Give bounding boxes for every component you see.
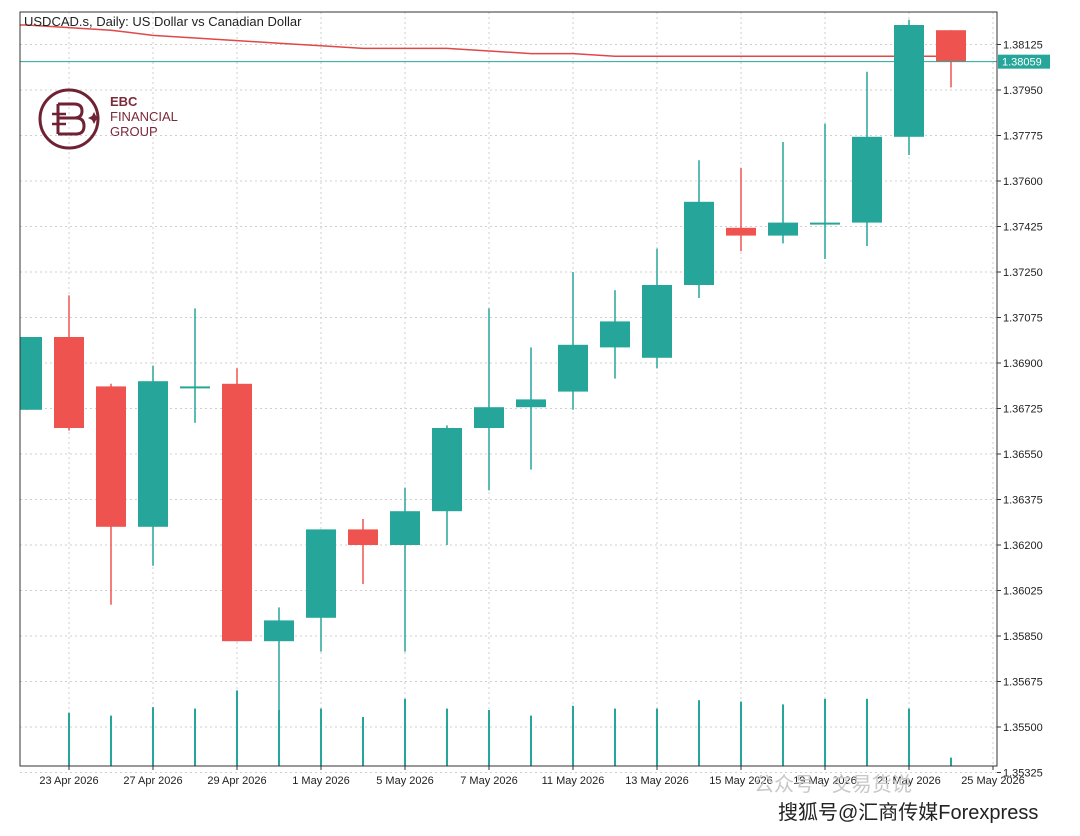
ebc-logo: EBC FINANCIAL GROUP (36, 86, 196, 152)
candle (474, 308, 504, 491)
candle-body (390, 511, 420, 545)
plot-frame (19, 11, 998, 767)
candle-body (684, 201, 714, 285)
candle-body (768, 222, 798, 236)
y-tick-label: 1.38125 (1003, 40, 1043, 52)
candle-body (894, 25, 924, 137)
price-line-layer: 1.38059 (20, 54, 1050, 69)
candle (726, 168, 756, 252)
candle-body (54, 337, 84, 428)
y-tick-label: 1.36200 (1003, 540, 1043, 552)
candle-body (306, 529, 336, 618)
candle (348, 519, 378, 584)
candle (306, 529, 336, 652)
candle-body (348, 529, 378, 545)
y-tick-label: 1.36025 (1003, 586, 1043, 598)
x-tick-label: 23 Apr 2026 (39, 775, 98, 787)
candle (180, 308, 210, 423)
logo-line-2: FINANCIAL (110, 109, 178, 124)
candle (54, 295, 84, 431)
candle (936, 30, 966, 88)
ebc-logo-icon (38, 88, 100, 150)
moving-average-layer (20, 24, 951, 57)
y-tick-label: 1.35850 (1003, 631, 1043, 643)
candle-body (264, 620, 294, 642)
y-tick-label: 1.36725 (1003, 404, 1043, 416)
candle (600, 290, 630, 379)
candle (264, 607, 294, 727)
candle-body (222, 383, 252, 642)
x-tick-label: 11 May 2026 (542, 775, 605, 787)
volume-layer (68, 690, 952, 766)
logo-line-1: EBC (110, 94, 138, 109)
y-tick-label: 1.37775 (1003, 131, 1043, 143)
current-price-label: 1.38059 (1002, 57, 1042, 69)
y-tick-label: 1.37950 (1003, 85, 1043, 97)
x-tick-label: 13 May 2026 (625, 775, 689, 787)
candle-body (600, 321, 630, 348)
candle (810, 123, 840, 259)
candle (852, 71, 882, 246)
chart-title: USDCAD.s, Daily: US Dollar vs Canadian D… (24, 14, 302, 29)
candle-body (432, 428, 462, 512)
candle-body (810, 222, 840, 225)
moving-average-line (20, 24, 951, 57)
y-tick-label: 1.36900 (1003, 358, 1043, 370)
candle (138, 365, 168, 566)
y-tick-label: 1.37425 (1003, 222, 1043, 234)
current-price-tag (998, 54, 1050, 69)
y-tick-label: 1.37250 (1003, 267, 1043, 279)
x-tick-label: 7 May 2026 (460, 775, 517, 787)
candle (390, 487, 420, 652)
y-tick-label: 1.35500 (1003, 722, 1043, 734)
candle-body (138, 381, 168, 527)
y-tick-label: 1.35325 (1003, 768, 1043, 780)
x-tick-label: 29 Apr 2026 (207, 775, 266, 787)
candle (222, 368, 252, 642)
x-tick-label: 19 May 2026 (793, 775, 857, 787)
candle-body (516, 399, 546, 408)
x-tick-label: 1 May 2026 (292, 775, 349, 787)
y-tick-label: 1.36375 (1003, 495, 1043, 507)
candle-body (642, 285, 672, 358)
x-tick-label: 15 May 2026 (709, 775, 773, 787)
x-tick-label: 21 May 2026 (877, 775, 941, 787)
candle (432, 425, 462, 545)
logo-text: EBC FINANCIAL GROUP (110, 94, 178, 139)
candle (516, 347, 546, 470)
y-tick-label: 1.36550 (1003, 449, 1043, 461)
candle-body (558, 344, 588, 392)
candle (20, 337, 42, 410)
candle-body (474, 407, 504, 428)
x-tick-label: 27 Apr 2026 (123, 775, 182, 787)
candle (684, 160, 714, 298)
axis-layer: 1.38125 1.37950 1.37775 1.37600 1.37425 1.372… (19, 11, 1043, 787)
watermark-wechat: 公众号 · 交易货说 (754, 774, 912, 796)
candle-body (20, 337, 42, 410)
x-tick-label: 5 May 2026 (376, 775, 433, 787)
candle-body (96, 386, 126, 527)
candle-body (726, 227, 756, 236)
watermark-sohu: 搜狐号@汇商传媒Forexpress (778, 802, 1039, 824)
candle (96, 383, 126, 605)
y-tick-label: 1.37600 (1003, 176, 1043, 188)
candle (894, 19, 924, 155)
candle (768, 142, 798, 244)
y-tick-label: 1.35675 (1003, 677, 1043, 689)
candle-body (852, 136, 882, 223)
y-tick-label: 1.37075 (1003, 313, 1043, 325)
x-tick-label: 25 May 2026 (961, 775, 1025, 787)
logo-line-3: GROUP (110, 124, 158, 139)
candle (642, 248, 672, 369)
candle (558, 272, 588, 410)
candle-body (180, 386, 210, 389)
candle-body (936, 30, 966, 62)
candle-layer (20, 19, 966, 727)
